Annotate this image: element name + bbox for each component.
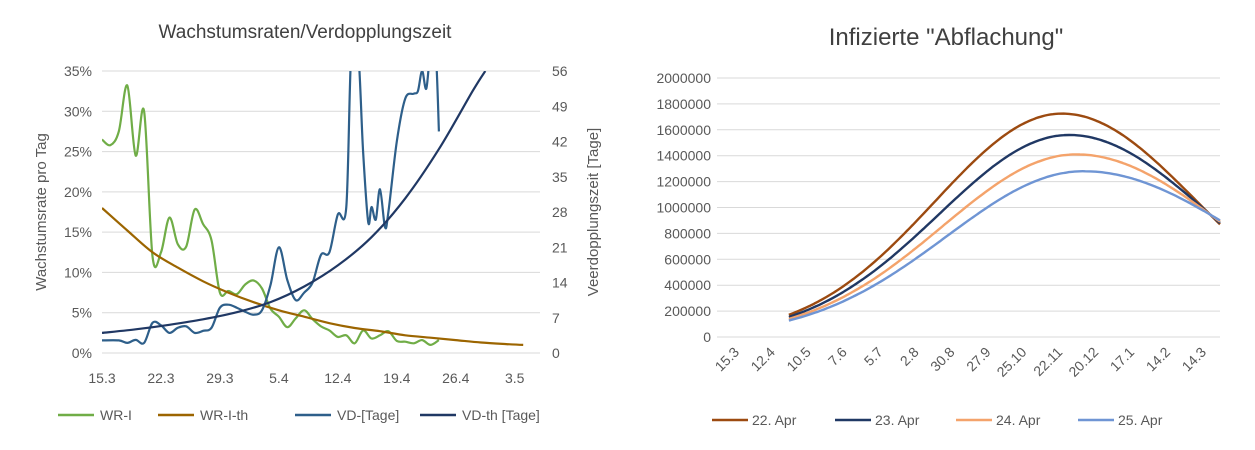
x-tick-label: 3.5 xyxy=(505,370,525,386)
x-tick-label: 30.8 xyxy=(927,344,958,375)
x-tick-label: 25.10 xyxy=(993,344,1029,380)
x-tick-label: 12.4 xyxy=(324,370,351,386)
y-tick-label: 10% xyxy=(64,264,92,280)
y-tick-label: 1000000 xyxy=(656,200,711,216)
x-tick-label: 14.2 xyxy=(1143,344,1174,375)
y-tick-label: 600000 xyxy=(664,251,711,267)
x-tick-label: 22.11 xyxy=(1030,344,1066,380)
y-tick-label: 0 xyxy=(703,329,711,345)
legend-label: VD-[Tage] xyxy=(337,407,399,423)
y-tick-label: 35% xyxy=(64,63,92,79)
x-tick-label: 26.4 xyxy=(442,370,469,386)
x-tick-label: 14.3 xyxy=(1179,344,1210,375)
y-tick-label: 5% xyxy=(72,305,92,321)
y-tick-label: 1400000 xyxy=(656,148,711,164)
y-tick-label: 800000 xyxy=(664,225,711,241)
y2-tick-label: 35 xyxy=(552,169,568,185)
y2-axis-label: Veerdopplungszeit [Tage] xyxy=(585,128,602,296)
y2-tick-label: 28 xyxy=(552,204,568,220)
y-tick-label: 200000 xyxy=(664,303,711,319)
x-tick-label: 7.6 xyxy=(825,344,850,369)
x-tick-label: 5.7 xyxy=(861,344,886,369)
y-tick-label: 20% xyxy=(64,184,92,200)
legend-label: 22. Apr xyxy=(752,412,797,428)
series-line-3 xyxy=(102,71,487,334)
x-tick-label: 20.12 xyxy=(1065,344,1101,380)
y2-tick-label: 14 xyxy=(552,275,568,291)
chart-infected-flattening: Infizierte "Abflachung" 0 200000 400000 6000… xyxy=(656,24,1221,428)
series-line-2 xyxy=(788,153,1221,321)
x-tick-label: 19.4 xyxy=(383,370,410,386)
series-line-1 xyxy=(102,207,524,346)
x-tick-label: 15.3 xyxy=(712,344,743,375)
series-line-1 xyxy=(788,133,1221,319)
x-tick-label: 5.4 xyxy=(269,370,289,386)
y-tick-label: 30% xyxy=(64,103,92,119)
plot-area xyxy=(102,71,524,346)
chart-growth-rates: Wachstumsraten/Verdopplungszeit 0% 5% 10% 15… xyxy=(33,22,602,423)
y2-tick-label: 42 xyxy=(552,134,568,150)
y2-tick-label: 0 xyxy=(552,345,560,361)
series-line-0 xyxy=(788,112,1221,317)
legend-label: WR-I-th xyxy=(200,407,248,423)
y-tick-label: 400000 xyxy=(664,277,711,293)
y2-tick-label: 21 xyxy=(552,239,568,255)
x-tick-label: 29.3 xyxy=(206,370,233,386)
legend-label: 24. Apr xyxy=(996,412,1041,428)
x-tick-label: 17.1 xyxy=(1107,344,1138,375)
legend-label: 23. Apr xyxy=(875,412,920,428)
legend-label: WR-I xyxy=(100,407,132,423)
y2-tick-label: 49 xyxy=(552,98,568,114)
chart-title: Wachstumsraten/Verdopplungszeit xyxy=(159,22,453,43)
series-line-3 xyxy=(788,170,1221,322)
series-line-0 xyxy=(102,84,440,346)
y-tick-label: 1800000 xyxy=(656,96,711,112)
x-tick-label: 2.8 xyxy=(897,344,922,369)
y-tick-label: 1200000 xyxy=(656,174,711,190)
x-tick-label: 22.3 xyxy=(147,370,174,386)
y-tick-label: 25% xyxy=(64,144,92,160)
legend-label: VD-th [Tage] xyxy=(462,407,540,423)
x-tick-label: 10.5 xyxy=(783,344,814,375)
x-tick-label: 12.4 xyxy=(747,344,778,375)
x-tick-label: 15.3 xyxy=(88,370,115,386)
y-tick-label: 0% xyxy=(72,345,92,361)
legend-label: 25. Apr xyxy=(1118,412,1163,428)
y2-tick-label: 56 xyxy=(552,63,568,79)
y2-tick-label: 7 xyxy=(552,310,560,326)
chart-title: Infizierte "Abflachung" xyxy=(829,24,1064,51)
y-tick-label: 1600000 xyxy=(656,122,711,138)
series-line-2 xyxy=(102,71,440,345)
y-tick-label: 15% xyxy=(64,224,92,240)
y-tick-label: 2000000 xyxy=(656,70,711,86)
x-tick-label: 27.9 xyxy=(963,344,994,375)
y-axis-label: Wachstumsrate pro Tag xyxy=(33,133,50,291)
